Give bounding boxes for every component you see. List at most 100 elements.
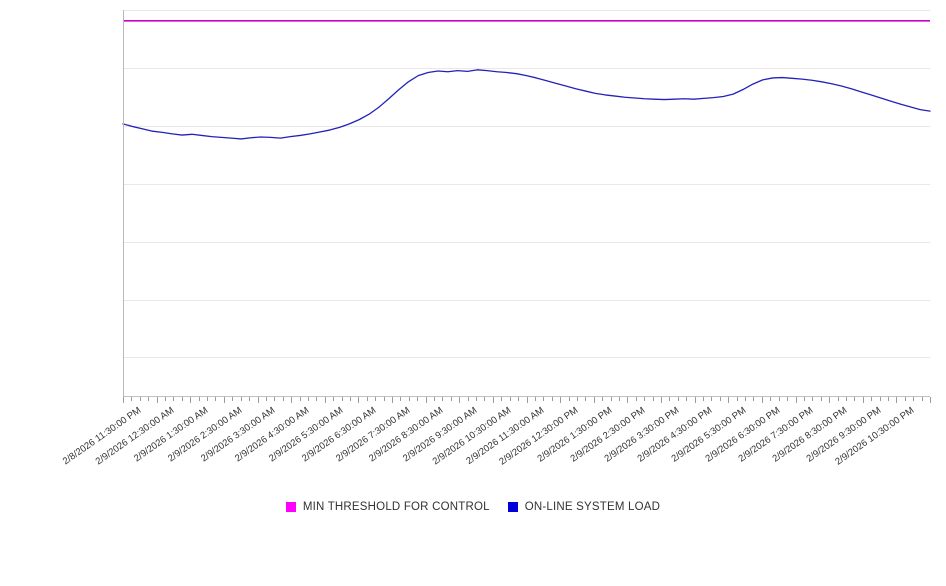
gridline [123, 10, 930, 11]
x-axis-minor-tick [585, 397, 587, 401]
x-axis-minor-tick [635, 397, 637, 401]
x-axis-minor-tick [627, 397, 629, 403]
x-axis-minor-tick [190, 397, 192, 403]
x-axis-minor-tick [829, 397, 831, 403]
x-axis-minor-tick [123, 397, 124, 403]
x-axis-minor-tick [728, 397, 730, 403]
x-axis-minor-tick [602, 397, 604, 401]
x-axis-minor-tick [753, 397, 755, 401]
x-axis-minor-tick [215, 397, 217, 401]
x-axis-minor-tick [711, 397, 713, 401]
x-axis-minor-tick [820, 397, 822, 401]
x-axis-minor-tick [736, 397, 738, 401]
x-axis-minor-tick [652, 397, 654, 401]
x-axis-minor-tick [299, 397, 301, 401]
gridline [123, 184, 930, 185]
x-axis-minor-tick [560, 397, 562, 403]
x-axis-minor-tick [207, 397, 209, 401]
x-axis-minor-tick [644, 397, 646, 401]
x-axis-minor-tick [812, 397, 814, 401]
x-axis-minor-tick [366, 397, 368, 401]
x-axis-minor-tick [173, 397, 175, 401]
chart-legend: MIN THRESHOLD FOR CONTROL ON-LINE SYSTEM… [0, 496, 946, 518]
x-axis-minor-tick [467, 397, 469, 401]
x-axis-minor-tick [181, 397, 183, 401]
x-axis-minor-tick [291, 397, 293, 403]
x-axis-minor-tick [324, 397, 326, 403]
x-axis-minor-tick [492, 397, 494, 403]
x-axis-minor-tick [703, 397, 705, 401]
x-axis-minor-tick [484, 397, 486, 401]
gridline [123, 300, 930, 301]
x-axis-minor-tick [669, 397, 671, 401]
plot-area [123, 10, 930, 396]
x-axis-minor-tick [139, 397, 141, 401]
x-axis-minor-tick [165, 397, 167, 401]
x-axis-minor-tick [677, 397, 679, 401]
legend-swatch-online-system-load [507, 502, 518, 512]
x-axis-minor-ticks [123, 397, 931, 403]
legend-label-min-threshold: MIN THRESHOLD FOR CONTROL [302, 501, 490, 513]
x-axis-minor-tick [156, 397, 158, 403]
x-axis-minor-tick [534, 397, 536, 401]
x-axis-minor-tick [618, 397, 620, 401]
x-axis-minor-tick [349, 397, 351, 401]
x-axis-minor-tick [265, 397, 267, 401]
series-layer [123, 10, 930, 396]
x-axis-minor-tick [476, 397, 478, 401]
x-axis-minor-tick [442, 397, 444, 401]
x-axis-minor-tick [921, 397, 923, 401]
legend-swatch-min-threshold [285, 502, 296, 512]
x-axis-minor-tick [341, 397, 343, 401]
x-axis-minor-tick [425, 397, 427, 403]
x-axis-minor-tick [392, 397, 393, 403]
x-axis-minor-tick [375, 397, 377, 401]
x-axis-minor-tick [568, 397, 570, 401]
x-axis-minor-tick [543, 397, 545, 401]
series-online-system-load [123, 70, 930, 139]
legend-label-online-system-load: ON-LINE SYSTEM LOAD [524, 501, 661, 513]
x-axis-minor-tick [551, 397, 553, 401]
x-axis-minor-tick [803, 397, 805, 401]
x-axis-minor-tick [686, 397, 688, 401]
x-axis-minor-tick [240, 397, 242, 401]
x-axis-minor-tick [661, 397, 662, 403]
x-axis-minor-tick [333, 397, 335, 401]
gridline [123, 68, 930, 69]
x-axis-minor-tick [316, 397, 318, 401]
x-axis-minor-tick [576, 397, 578, 401]
x-axis-minor-tick [854, 397, 856, 401]
gridline [123, 242, 930, 243]
x-axis-minor-tick [913, 397, 915, 401]
x-axis-minor-tick [232, 397, 234, 401]
x-axis-minor-tick [719, 397, 721, 401]
x-axis-minor-tick [383, 397, 385, 401]
x-axis-minor-tick [837, 397, 839, 401]
x-axis-minor-tick [761, 397, 763, 403]
legend-item-online-system-load[interactable]: ON-LINE SYSTEM LOAD [507, 501, 661, 513]
gridline [123, 126, 930, 127]
x-axis-minor-tick [434, 397, 436, 401]
x-axis-minor-tick [408, 397, 410, 401]
x-axis-minor-tick [307, 397, 309, 401]
x-axis-minor-tick [249, 397, 251, 401]
x-axis-minor-tick [526, 397, 528, 403]
x-axis-minor-tick [694, 397, 696, 403]
x-axis-minor-tick [795, 397, 797, 403]
x-axis-minor-tick [787, 397, 789, 401]
x-axis-minor-tick [459, 397, 461, 403]
x-axis-minor-tick [862, 397, 864, 403]
x-axis-minor-tick [148, 397, 150, 401]
x-axis-minor-tick [501, 397, 503, 401]
x-axis-minor-tick [509, 397, 511, 401]
x-axis-minor-tick [358, 397, 360, 403]
x-axis-minor-tick [610, 397, 612, 401]
x-axis-minor-tick [778, 397, 780, 401]
x-axis-minor-tick [450, 397, 452, 401]
x-axis-minor-tick [593, 397, 595, 403]
gridline [123, 357, 930, 358]
legend-item-min-threshold[interactable]: MIN THRESHOLD FOR CONTROL [285, 501, 490, 513]
x-axis-minor-tick [845, 397, 847, 401]
x-axis-minor-tick [223, 397, 225, 403]
x-axis-minor-tick [770, 397, 772, 401]
